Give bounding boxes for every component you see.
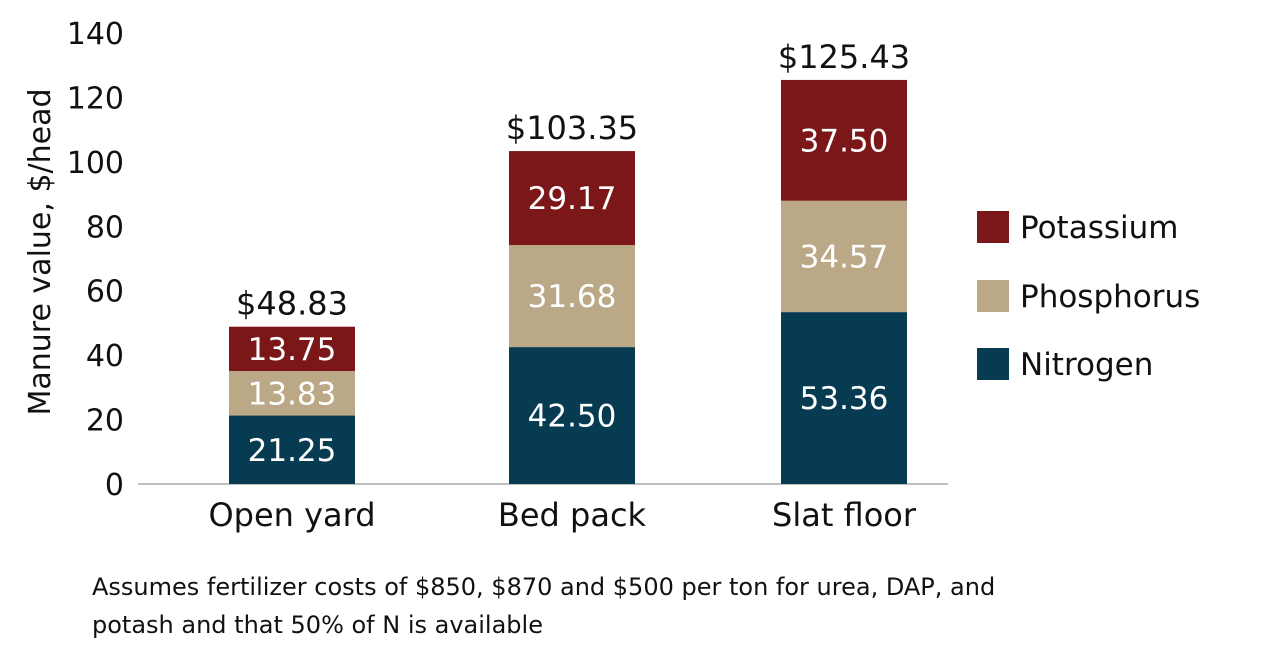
bar-segment-nitrogen xyxy=(509,347,635,484)
y-tick-label: 60 xyxy=(86,275,124,310)
bar-group-slat-floor: 53.36 34.57 37.50 $125.43 Slat floor xyxy=(772,38,917,534)
y-tick-label: 140 xyxy=(67,17,124,52)
y-tick-label: 0 xyxy=(105,468,124,503)
x-tick-label: Bed pack xyxy=(498,496,647,534)
legend-label: Potassium xyxy=(1020,210,1178,246)
bar-segment-nitrogen xyxy=(229,415,355,484)
y-tick-label: 120 xyxy=(67,81,124,116)
x-tick-label: Open yard xyxy=(208,496,375,534)
y-tick-label: 40 xyxy=(86,339,124,374)
y-axis: 0 20 40 60 80 100 120 140 xyxy=(67,17,124,503)
bar-segment-phosphorus xyxy=(509,245,635,348)
y-axis-label: Manure value, $/head xyxy=(23,88,58,415)
data-label-nitrogen: 53.36 xyxy=(800,381,889,417)
data-label-potassium: 29.17 xyxy=(528,181,617,217)
data-label-potassium: 13.75 xyxy=(248,332,337,368)
bar-segment-potassium xyxy=(781,79,907,201)
total-label: $103.35 xyxy=(506,109,638,147)
y-tick-label: 100 xyxy=(67,146,124,181)
y-tick-label: 20 xyxy=(86,404,124,439)
bar-group-open-yard: 21.25 13.83 13.75 $48.83 Open yard xyxy=(208,285,375,534)
footnote-line-1: Assumes fertilizer costs of $850, $870 a… xyxy=(92,573,996,601)
legend-swatch xyxy=(977,348,1009,380)
footnote-line-2: potash and that 50% of N is available xyxy=(92,611,543,639)
x-tick-label: Slat floor xyxy=(772,496,917,534)
data-label-potassium: 37.50 xyxy=(800,123,889,159)
footnote: Assumes fertilizer costs of $850, $870 a… xyxy=(92,568,1092,644)
bar-segment-phosphorus xyxy=(229,370,355,416)
data-label-phosphorus: 13.83 xyxy=(248,376,337,412)
legend-swatch xyxy=(977,211,1009,243)
legend-item-phosphorus: Phosphorus xyxy=(977,279,1200,315)
total-label: $125.43 xyxy=(778,38,910,76)
legend-swatch xyxy=(977,280,1009,312)
legend-label: Nitrogen xyxy=(1020,347,1153,383)
total-label: $48.83 xyxy=(236,285,348,323)
bar-segment-potassium xyxy=(509,151,635,246)
y-tick-label: 80 xyxy=(86,210,124,245)
legend-item-nitrogen: Nitrogen xyxy=(977,347,1153,383)
bar-segment-phosphorus xyxy=(781,200,907,313)
data-label-phosphorus: 34.57 xyxy=(800,239,889,275)
bars: 21.25 13.83 13.75 $48.83 Open yard 42.50 31.68… xyxy=(208,38,916,534)
data-label-nitrogen: 21.25 xyxy=(248,433,337,469)
legend-item-potassium: Potassium xyxy=(977,210,1178,246)
bar-group-bed-pack: 42.50 31.68 29.17 $103.35 Bed pack xyxy=(498,109,647,534)
legend-label: Phosphorus xyxy=(1020,279,1200,315)
data-label-nitrogen: 42.50 xyxy=(528,399,617,435)
data-label-phosphorus: 31.68 xyxy=(528,279,617,315)
legend: Potassium Phosphorus Nitrogen xyxy=(977,210,1200,383)
bar-segment-nitrogen xyxy=(781,312,907,484)
bar-segment-potassium xyxy=(229,326,355,371)
